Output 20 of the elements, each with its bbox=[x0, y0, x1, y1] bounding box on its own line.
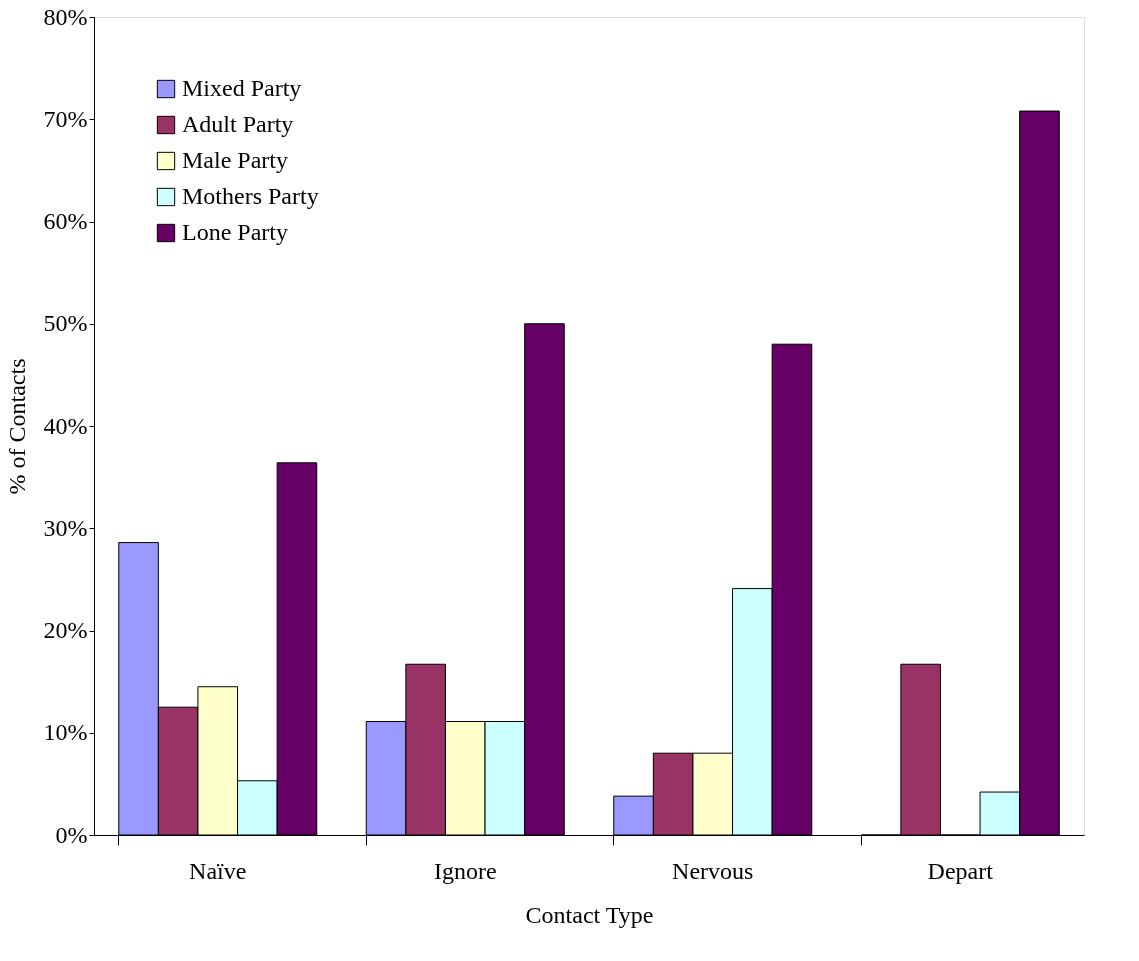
legend-label: Adult Party bbox=[182, 111, 294, 137]
x-tick-label: Nervous bbox=[672, 857, 754, 884]
legend-label: Lone Party bbox=[182, 219, 288, 245]
y-tick-label: 30% bbox=[43, 514, 88, 541]
y-tick-label: 40% bbox=[43, 412, 88, 439]
y-axis-title: % of Contacts bbox=[3, 358, 30, 495]
legend-label: Male Party bbox=[182, 147, 288, 173]
x-tick-label: Ignore bbox=[433, 857, 497, 884]
y-tick-label: 50% bbox=[43, 310, 88, 337]
legend-label: Mixed Party bbox=[182, 75, 302, 101]
legend-label: Mothers Party bbox=[182, 183, 319, 209]
x-tick-label: Naïve bbox=[189, 857, 247, 884]
y-tick-label: 70% bbox=[43, 105, 88, 132]
x-axis-title: Contact Type bbox=[525, 901, 654, 928]
x-tick-label: Depart bbox=[927, 857, 994, 884]
y-tick-label: 20% bbox=[43, 617, 88, 643]
y-tick-label: 60% bbox=[43, 208, 88, 234]
y-tick-label: 0% bbox=[55, 821, 88, 848]
y-tick-label: 80% bbox=[43, 3, 88, 30]
y-tick-label: 10% bbox=[43, 719, 88, 746]
